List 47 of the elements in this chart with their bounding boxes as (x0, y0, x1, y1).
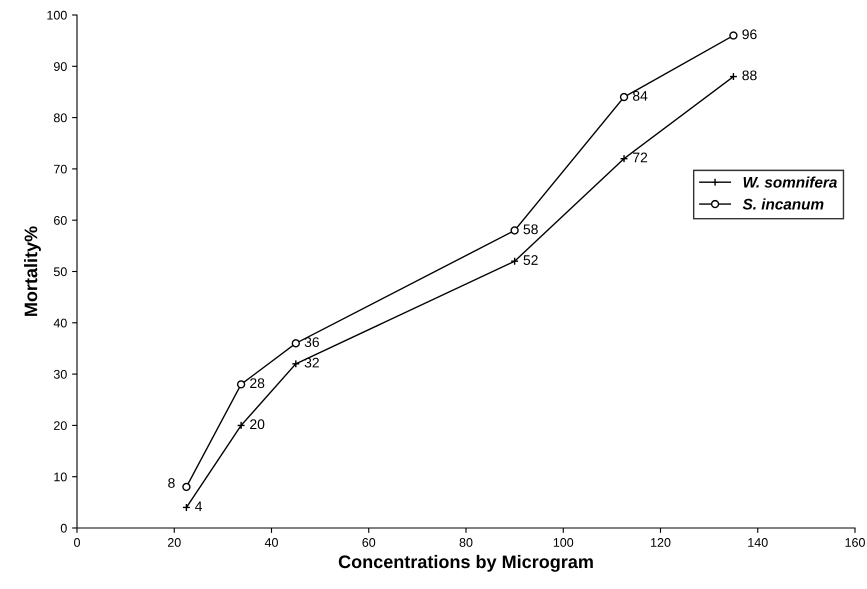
data-label: 20 (250, 419, 264, 430)
point (182, 482, 191, 492)
x-tick-label: 60 (362, 538, 376, 547)
y-tick-label: 50 (54, 267, 67, 276)
data-label: 36 (304, 337, 319, 348)
x-tick-label: 120 (651, 538, 670, 547)
y-axis-title: Mortality% (24, 226, 41, 316)
data-label: 8 (168, 478, 175, 488)
legend-label: W. somnifera (744, 176, 837, 188)
point (510, 257, 519, 266)
data-label: 96 (742, 29, 757, 40)
data-label: 58 (524, 224, 538, 234)
data-label: 28 (250, 378, 264, 388)
point (729, 31, 738, 40)
data-label: 88 (742, 70, 757, 80)
data-label: 84 (632, 90, 648, 101)
x-tick-label: 160 (846, 538, 865, 547)
point (236, 421, 246, 430)
y-tick-label: 80 (54, 113, 67, 122)
point (292, 339, 300, 348)
x-axis-title: Concentrations by Microgram (338, 554, 593, 572)
y-tick-label: 20 (54, 421, 67, 430)
point (510, 226, 519, 235)
legend-label: S. incanum (742, 198, 824, 210)
point (620, 92, 628, 102)
y-tick-label: 70 (54, 164, 67, 174)
x-tick-label: 0 (74, 538, 80, 547)
x-tick-label: 20 (168, 538, 181, 547)
point (236, 380, 246, 389)
point (182, 503, 191, 512)
y-tick-label: 0 (60, 524, 67, 533)
y-tick-label: 40 (54, 318, 67, 328)
y-tick-label: 10 (54, 472, 67, 482)
y-tick-label: 100 (47, 10, 67, 20)
data-label: 4 (195, 502, 202, 512)
x-tick-label: 100 (554, 538, 574, 547)
data-label: 52 (524, 255, 538, 265)
y-tick-label: 30 (54, 370, 67, 379)
x-tick-label: 80 (460, 538, 472, 547)
x-tick-label: 40 (264, 538, 278, 547)
data-label: 72 (633, 152, 648, 162)
x-tick-label: 140 (748, 538, 768, 547)
point (620, 154, 628, 163)
y-tick-label: 90 (54, 62, 67, 71)
point (729, 72, 738, 81)
point (292, 360, 300, 368)
y-tick-label: 60 (54, 216, 67, 225)
